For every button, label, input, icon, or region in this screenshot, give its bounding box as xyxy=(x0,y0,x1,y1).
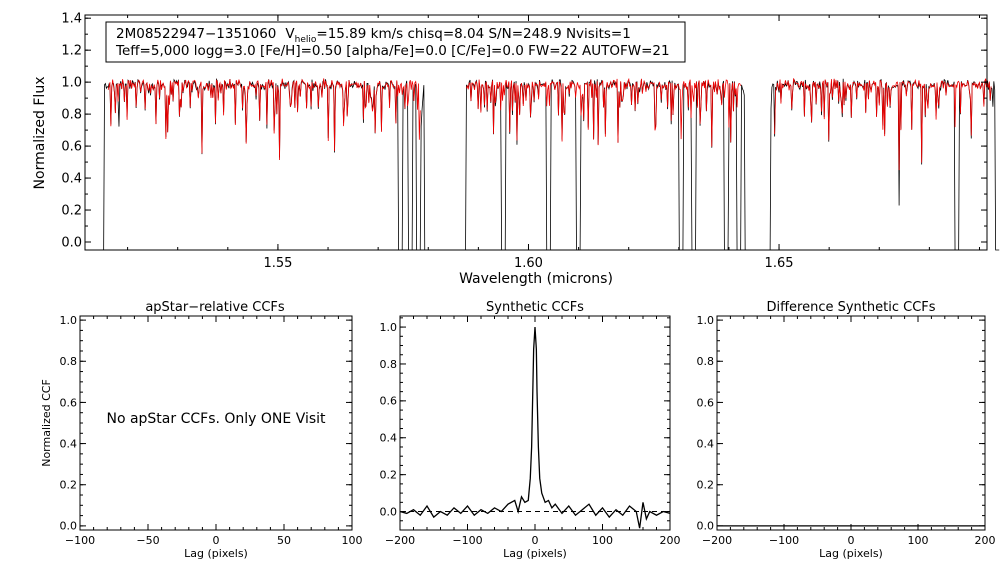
difference-ccf-plot-frame xyxy=(716,315,986,531)
y-tick-label: 0.0 xyxy=(380,505,398,518)
synthetic-ccf-curve xyxy=(399,327,671,529)
y-tick-label: 0.4 xyxy=(380,432,398,445)
x-tick-label: −50 xyxy=(136,534,159,547)
y-tick-label: 0.6 xyxy=(61,140,82,155)
synthetic-ccf-axis-ticks: −200 −100 0 100 200 0.0 0.2 0.4 0.6 0.8 1.0 xyxy=(380,316,681,547)
y-tick-label: 0.8 xyxy=(697,355,715,368)
y-tick-label: 0.2 xyxy=(61,204,82,219)
spectrum-info-line2: Teff=5,000 logg=3.0 [Fe/H]=0.50 [alpha/F… xyxy=(115,43,670,59)
x-tick-label: −200 xyxy=(702,534,732,547)
x-tick-label: 0 xyxy=(213,534,220,547)
y-tick-label: 1.4 xyxy=(61,12,82,27)
spectrum-info-line1: 2M08522947−1351060 Vhelio=15.89 km/s chis… xyxy=(116,26,631,45)
x-tick-label: −200 xyxy=(385,534,415,547)
y-tick-label: 1.0 xyxy=(61,76,82,91)
spectrum-model-segment xyxy=(107,78,421,160)
info-line1-rest: =15.89 km/s chisq=8.04 S/N=248.9 Nvisits… xyxy=(316,26,630,42)
synthetic-ccf-title: Synthetic CCFs xyxy=(486,300,584,315)
difference-ccf-title: Difference Synthetic CCFs xyxy=(766,300,935,315)
y-tick-label: 0.2 xyxy=(697,479,715,492)
y-tick-label: 1.0 xyxy=(697,314,715,327)
spectrum-model-segment xyxy=(774,78,992,171)
apstar-ccf-title: apStar−relative CCFs xyxy=(145,300,285,315)
difference-ccf-xlabel: Lag (pixels) xyxy=(819,547,883,560)
spectrum-xlabel: Wavelength (microns) xyxy=(459,271,613,287)
info-v-label: V xyxy=(285,26,295,42)
y-tick-label: 0.6 xyxy=(380,395,398,408)
info-v-subscript: helio xyxy=(295,35,317,45)
x-tick-label: −100 xyxy=(769,534,799,547)
spectrum-axis-ticks: 1.55 1.60 1.65 0.0 0.2 0.4 0.6 0.8 1.0 1.2 1.4 xyxy=(61,12,987,271)
spectrum-model-segment xyxy=(466,77,742,147)
y-tick-label: 1.2 xyxy=(61,44,82,59)
info-star-id: 2M08522947−1351060 xyxy=(116,26,276,42)
y-tick-label: 1.0 xyxy=(380,321,398,334)
y-tick-label: 1.0 xyxy=(60,314,78,327)
y-tick-label: 0.8 xyxy=(61,108,82,123)
y-tick-label: 0.0 xyxy=(61,236,82,251)
x-tick-label: 200 xyxy=(660,534,681,547)
spectrum-observed-segment xyxy=(100,77,428,251)
y-tick-label: 0.8 xyxy=(60,355,78,368)
spectrum-panel: 1.55 1.60 1.65 0.0 0.2 0.4 0.6 0.8 1.0 1.2 1.4 Wav… xyxy=(32,12,1000,287)
apstar-ccf-ylabel: Normalized CCF xyxy=(40,379,53,467)
spectrum-plot-frame xyxy=(84,14,988,251)
y-tick-label: 0.0 xyxy=(60,520,78,533)
difference-ccf-panel: Difference Synthetic CCFs −200 −100 0 100 20… xyxy=(697,300,996,560)
x-tick-label: 100 xyxy=(592,534,613,547)
synthetic-ccf-plot-frame xyxy=(399,315,671,531)
spectrum-observed-segment xyxy=(766,78,1000,251)
y-tick-label: 0.4 xyxy=(61,172,82,187)
spectrum-info-box xyxy=(105,21,686,63)
apstar-ccf-xlabel: Lag (pixels) xyxy=(184,547,248,560)
y-tick-label: 0.2 xyxy=(60,479,78,492)
x-tick-label: 0 xyxy=(532,534,539,547)
x-tick-label: 100 xyxy=(908,534,929,547)
x-tick-label: −100 xyxy=(452,534,482,547)
apstar-ccf-panel: apStar−relative CCFs −100 −50 0 50 100 0.0 0.2… xyxy=(40,300,363,560)
synthetic-ccf-xlabel: Lag (pixels) xyxy=(503,547,567,560)
x-tick-label: 1.60 xyxy=(514,256,543,271)
spectrum-ylabel: Normalized Flux xyxy=(32,77,48,190)
x-tick-label: 1.65 xyxy=(765,256,794,271)
y-tick-label: 0.6 xyxy=(697,396,715,409)
y-tick-label: 0.2 xyxy=(380,469,398,482)
x-tick-label: 1.55 xyxy=(263,256,292,271)
synthetic-ccf-panel: Synthetic CCFs −200 −100 0 100 200 0.0 0.2 0.4 0… xyxy=(380,300,681,560)
y-tick-label: 0.4 xyxy=(60,437,78,450)
y-tick-label: 0.4 xyxy=(697,437,715,450)
apstar-ccf-axis-ticks: −100 −50 0 50 100 0.0 0.2 0.4 0.6 0.8 1.0 xyxy=(60,314,363,547)
x-tick-label: 50 xyxy=(277,534,291,547)
y-tick-label: 0.0 xyxy=(697,520,715,533)
y-tick-label: 0.8 xyxy=(380,358,398,371)
difference-ccf-axis-ticks: −200 −100 0 100 200 0.0 0.2 0.4 0.6 0.8 1.0 xyxy=(697,314,996,547)
x-tick-label: 100 xyxy=(342,534,363,547)
spectrum-lines xyxy=(100,77,1000,251)
x-tick-label: 0 xyxy=(848,534,855,547)
y-tick-label: 0.6 xyxy=(60,396,78,409)
apstar-ccf-annotation: No apStar CCFs. Only ONE Visit xyxy=(106,411,326,427)
x-tick-label: −100 xyxy=(65,534,95,547)
x-tick-label: 200 xyxy=(975,534,996,547)
